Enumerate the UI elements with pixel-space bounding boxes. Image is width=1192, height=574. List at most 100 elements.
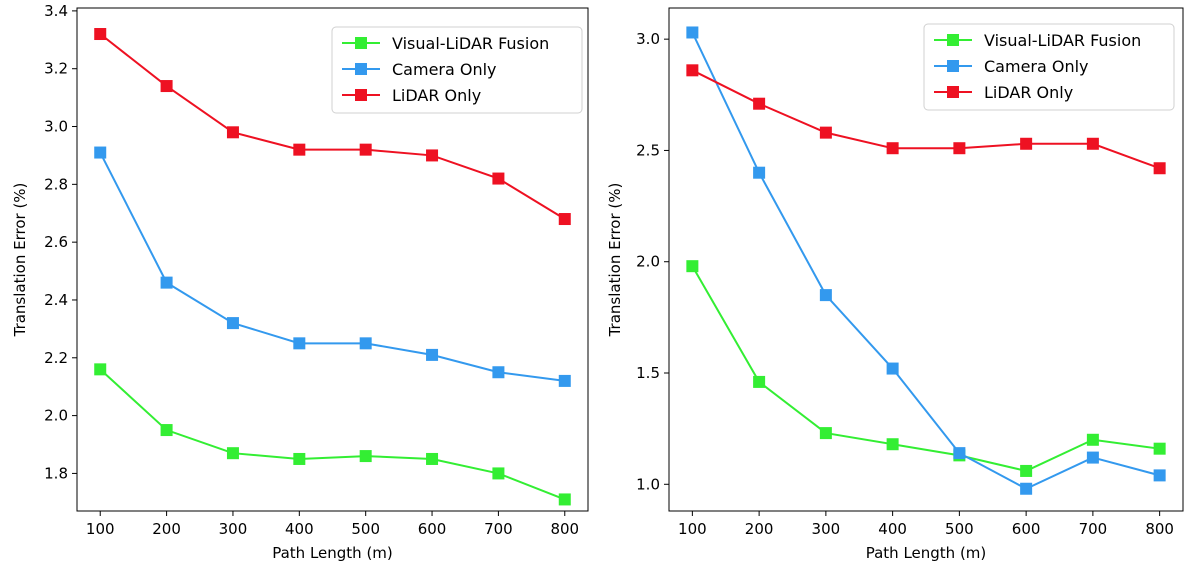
data-point	[753, 97, 766, 110]
legend-marker	[355, 63, 367, 75]
y-tick-label: 2.0	[636, 253, 660, 271]
data-point	[226, 126, 239, 139]
data-point	[558, 213, 571, 226]
y-tick-label: 3.0	[44, 118, 68, 136]
y-tick-label: 1.0	[636, 475, 660, 493]
x-axis-title: Path Length (m)	[866, 544, 987, 562]
data-point	[226, 447, 239, 460]
data-point	[426, 452, 439, 465]
legend-box	[923, 23, 1175, 111]
x-tick-label: 300	[812, 520, 841, 538]
data-point	[686, 26, 699, 39]
data-point	[160, 276, 173, 289]
data-point	[819, 427, 832, 440]
data-point	[1020, 137, 1033, 150]
x-tick-label: 200	[152, 520, 181, 538]
series-line	[691, 32, 1160, 490]
series-3	[94, 28, 571, 226]
y-tick-label: 2.2	[44, 349, 68, 367]
x-tick-label: 800	[1145, 520, 1174, 538]
legend-label: Camera Only	[392, 60, 497, 79]
data-point	[886, 438, 899, 451]
data-point	[1020, 482, 1033, 495]
data-point	[94, 363, 107, 376]
data-point	[819, 126, 832, 139]
legend-marker	[355, 37, 367, 49]
x-tick-label: 600	[418, 520, 447, 538]
x-tick-label: 800	[550, 520, 579, 538]
data-point	[686, 64, 699, 77]
plot-frame	[76, 7, 589, 512]
data-point	[1086, 137, 1099, 150]
data-point	[1020, 464, 1033, 477]
data-point	[94, 28, 107, 41]
chart-panel-1: 100 200 300 400 500 600 700 800 1.8 2.0 2.2 2.4 2.6 2…	[11, 2, 589, 562]
data-point	[293, 452, 306, 465]
data-point	[1086, 451, 1099, 464]
data-point	[558, 374, 571, 387]
data-point	[1153, 442, 1166, 455]
legend-marker	[947, 34, 959, 46]
series-line	[99, 368, 566, 501]
data-point	[359, 337, 372, 350]
series-2	[94, 146, 571, 387]
x-tick-label: 500	[945, 520, 974, 538]
y-tick-label: 1.8	[44, 464, 68, 482]
data-point	[753, 375, 766, 388]
data-point	[426, 348, 439, 361]
y-tick-label: 2.5	[636, 141, 660, 159]
data-point	[492, 366, 505, 379]
x-tick-label: 300	[219, 520, 248, 538]
data-point	[1153, 162, 1166, 175]
data-point	[753, 166, 766, 179]
series-line	[691, 69, 1160, 170]
x-tick-label: 600	[1012, 520, 1041, 538]
series-line	[691, 265, 1160, 472]
data-point	[226, 317, 239, 330]
y-tick-label: 2.4	[44, 291, 68, 309]
x-tick-label: 500	[351, 520, 380, 538]
legend-marker	[947, 60, 959, 72]
legend-label: LiDAR Only	[984, 83, 1073, 102]
data-point	[359, 450, 372, 463]
legend: Visual-LiDAR Fusion Camera Only LiDAR Only	[331, 26, 583, 114]
data-point	[1153, 469, 1166, 482]
y-axis-title: Translation Error (%)	[606, 183, 624, 338]
x-axis-title: Path Length (m)	[272, 544, 393, 562]
y-tick-label: 2.8	[44, 175, 68, 193]
data-point	[953, 142, 966, 155]
x-tick-label: 700	[1079, 520, 1108, 538]
data-point	[293, 143, 306, 156]
legend-box	[331, 26, 583, 114]
data-point	[359, 143, 372, 156]
y-tick-label: 3.0	[636, 30, 660, 48]
data-point	[160, 424, 173, 437]
plot-frame	[668, 7, 1184, 512]
data-point	[886, 142, 899, 155]
x-tick-label: 700	[484, 520, 513, 538]
data-point	[160, 80, 173, 93]
legend-marker	[947, 86, 959, 98]
series-3	[686, 64, 1166, 175]
legend: Visual-LiDAR Fusion Camera Only LiDAR Only	[923, 23, 1175, 111]
y-tick-label: 2.6	[44, 233, 68, 251]
series-line	[99, 33, 566, 220]
x-tick-label: 100	[86, 520, 115, 538]
chart-panel-2: 100 200 300 400 500 600 700 800 1.0 1.5 2.0 2.5 3.0 P…	[606, 7, 1184, 562]
x-tick-label: 400	[878, 520, 907, 538]
legend-label: Visual-LiDAR Fusion	[984, 31, 1141, 50]
x-tick-label: 200	[745, 520, 774, 538]
data-point	[293, 337, 306, 350]
data-point	[686, 260, 699, 273]
y-tick-label: 1.5	[636, 364, 660, 382]
data-point	[1086, 433, 1099, 446]
data-point	[94, 146, 107, 159]
legend-marker	[355, 89, 367, 101]
data-point	[953, 447, 966, 460]
legend-label: Visual-LiDAR Fusion	[392, 34, 549, 53]
data-point	[558, 493, 571, 506]
series-line	[99, 152, 565, 382]
data-point	[426, 149, 439, 162]
data-point	[886, 362, 899, 375]
y-axis-title: Translation Error (%)	[11, 183, 29, 338]
